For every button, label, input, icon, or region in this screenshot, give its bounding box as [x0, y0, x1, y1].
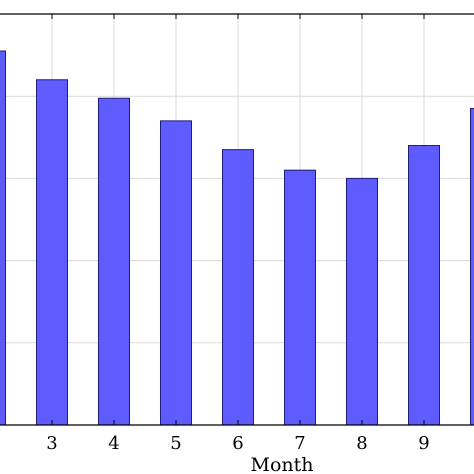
bar-month-7: [284, 169, 316, 426]
x-tick-label: 3: [46, 433, 57, 454]
x-axis-label: Month: [250, 454, 313, 474]
bar-month-10: [470, 108, 474, 426]
bars-layer: [0, 50, 474, 426]
x-tick-label: 8: [356, 433, 367, 454]
bar-month-8: [346, 177, 378, 426]
x-tick-label: 7: [294, 433, 305, 454]
axes-layer: [0, 13, 474, 426]
bar-month-2: [0, 50, 6, 426]
bar-month-9: [408, 145, 440, 426]
bar-month-3: [36, 79, 68, 426]
bar-month-6: [222, 149, 254, 426]
x-tick-label: 9: [418, 433, 429, 454]
bar-month-5: [160, 120, 192, 426]
ticks-layer: 3 4 5 6 7 8 9: [46, 14, 430, 454]
bar-month-4: [98, 97, 130, 426]
x-tick-label: 5: [170, 433, 181, 454]
x-tick-label: 6: [232, 433, 243, 454]
x-tick-label: 4: [108, 433, 119, 454]
